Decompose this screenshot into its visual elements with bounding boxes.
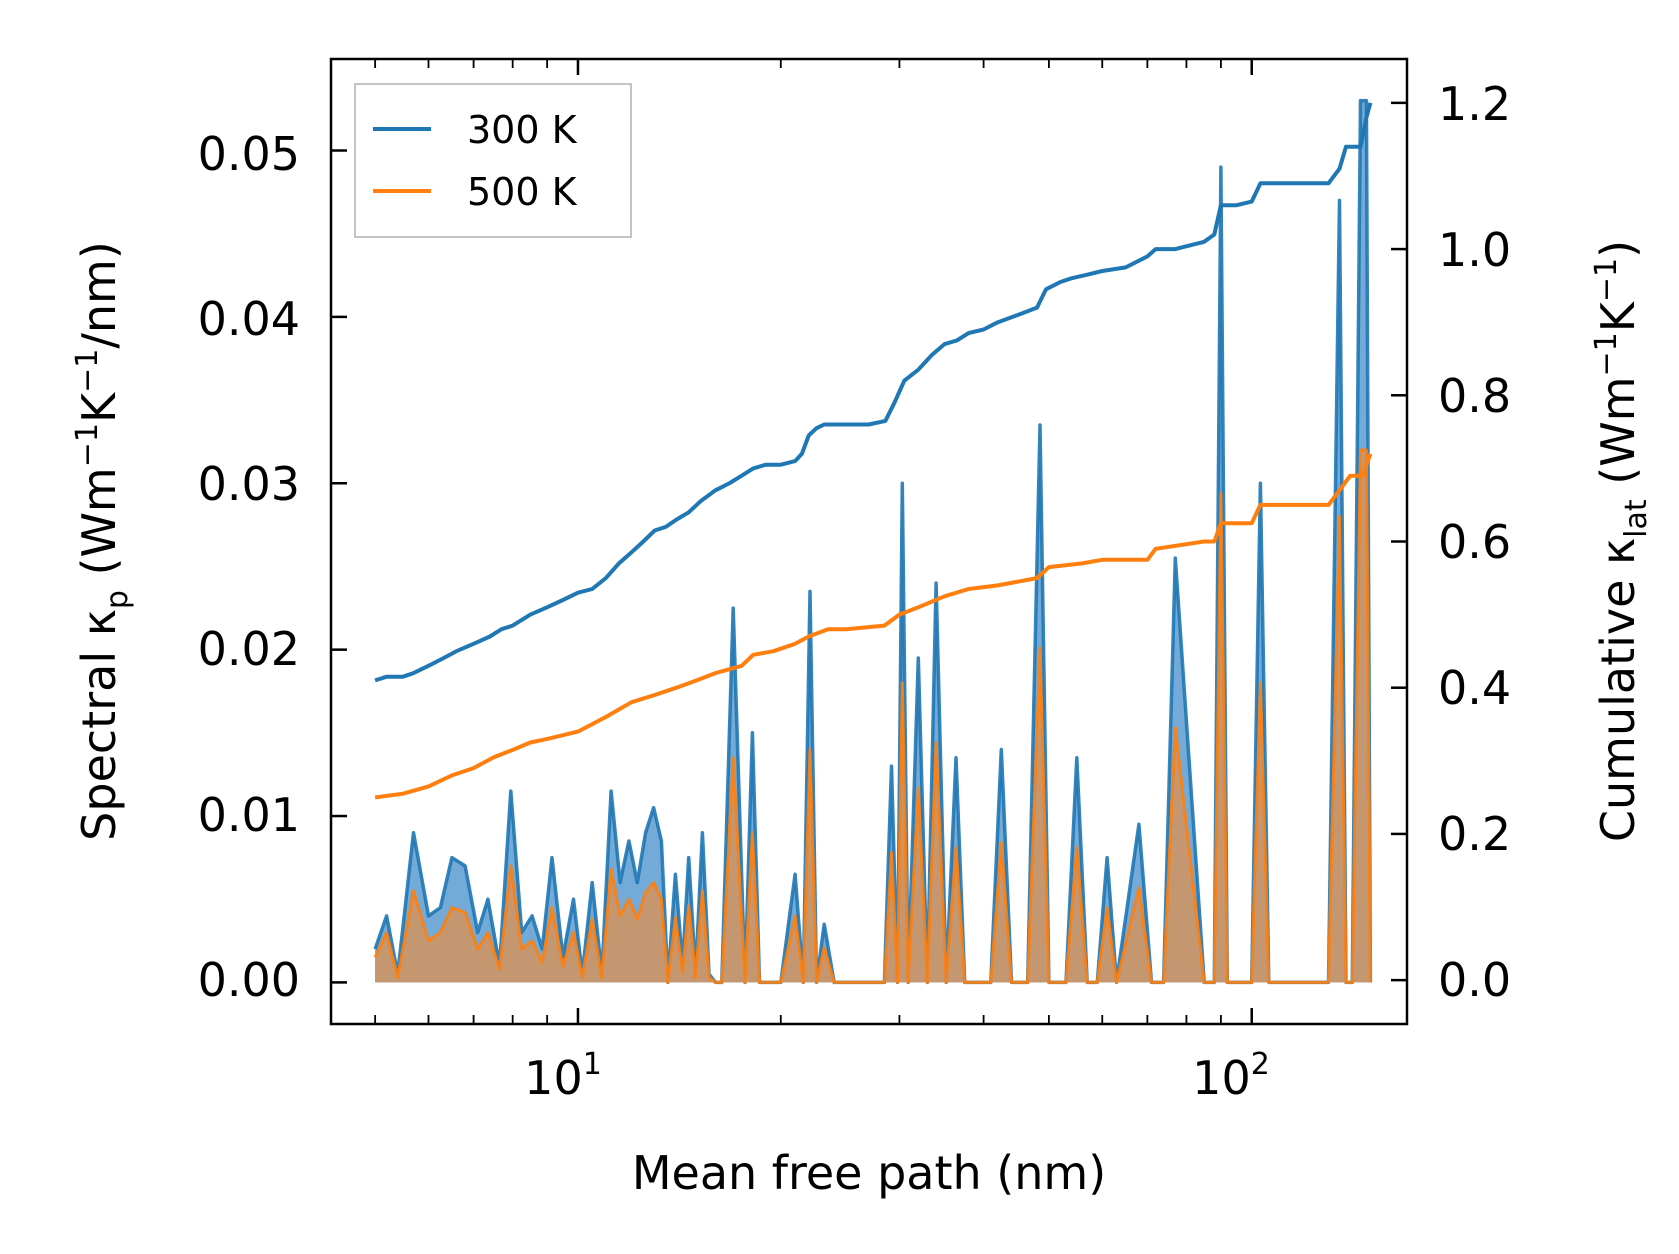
spectral-300k-line — [373, 98, 1373, 985]
spectral-500k-line — [373, 448, 1372, 984]
y-right-tick-label: 0.6 — [1438, 515, 1511, 569]
x-tick-label-100: 102 — [1192, 1047, 1270, 1105]
legend-box — [354, 83, 632, 238]
x-axis-title: Mean free path (nm) — [632, 1146, 1106, 1200]
y-right-axis-title: Cumulative κlat (Wm−1K−1) — [1589, 240, 1654, 842]
y-left-tick-label: 0.03 — [198, 457, 300, 511]
y-right-tick-label: 0.4 — [1438, 661, 1511, 715]
y-left-axis-title: Spectral κp (Wm−1K−1/nm) — [70, 241, 135, 841]
cumulative-300k-line — [374, 102, 1373, 683]
y-right-tick-label: 0.8 — [1438, 369, 1511, 423]
legend-label-500k: 500 K — [467, 170, 578, 214]
y-right-tick-label: 1.0 — [1438, 223, 1511, 277]
y-left-tick-label: 0.05 — [198, 127, 300, 181]
y-left-tick-label: 0.00 — [198, 953, 300, 1007]
y-left-tick-label: 0.01 — [198, 788, 300, 842]
y-right-tick-label: 0.2 — [1438, 807, 1511, 861]
y-right-tick-label: 1.2 — [1438, 77, 1511, 131]
y-left-tick-label: 0.02 — [198, 622, 300, 676]
y-right-tick-label: 0.0 — [1438, 953, 1511, 1007]
cumulative-500k-line — [374, 453, 1373, 800]
x-tick-label-10: 101 — [524, 1047, 602, 1105]
y-left-tick-label: 0.04 — [198, 292, 300, 346]
axis-ticks — [331, 59, 1407, 1024]
legend-label-300k: 300 K — [467, 108, 578, 152]
legend: 300 K 500 K — [354, 83, 632, 238]
